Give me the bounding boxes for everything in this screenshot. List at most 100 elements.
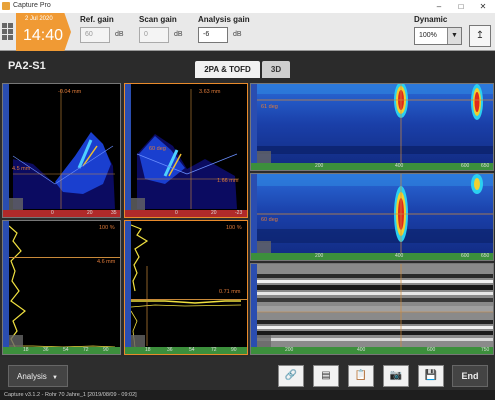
tofd-panel[interactable]: 200 400 600 750: [250, 263, 494, 355]
cscan-2-vertical-ruler: [251, 174, 257, 260]
dynamic-select[interactable]: 100% ▼: [414, 27, 462, 45]
sscan-1-image: [12, 89, 115, 209]
cscan-2-tick: 650: [481, 253, 490, 259]
link-icon[interactable]: 🔗: [278, 365, 304, 387]
sscan-2-corner-button[interactable]: [131, 198, 145, 210]
end-button[interactable]: End: [452, 365, 488, 387]
tofd-horizontal-ruler: [251, 347, 493, 354]
minimize-icon[interactable]: –: [436, 2, 442, 11]
cscan-1-horizontal-ruler: [251, 163, 493, 170]
tofd-tick: 600: [427, 347, 436, 353]
ascan-2-tick: 72: [211, 347, 217, 353]
sscan-1-top-label: -0.04 mm: [58, 89, 82, 95]
sscan-1-tick: 35: [111, 210, 117, 216]
ref-gain-input[interactable]: 60: [80, 27, 110, 43]
sscan-1-vertical-ruler: [3, 84, 9, 217]
tab-3d[interactable]: 3D: [262, 61, 290, 78]
dynamic-value: 100%: [419, 32, 437, 39]
clock-badge: 2 Jul 2020 14:40: [16, 13, 71, 51]
cscan-2-horizontal-ruler: [251, 253, 493, 260]
bottom-toolbar: Analysis ▼ 🔗 ▤ 📋 📷 💾 End: [0, 357, 495, 390]
layout-icon[interactable]: ▤: [313, 365, 339, 387]
cscan-1-corner-button[interactable]: [257, 151, 271, 163]
sscan-panel-2[interactable]: 3.63 mm 60 deg 1.66 mm 0 20 -23: [124, 83, 248, 218]
analysis-gain-label: Analysis gain: [198, 15, 250, 24]
tofd-corner-button[interactable]: [257, 335, 271, 347]
sscan-1-corner-button[interactable]: [9, 198, 23, 210]
sscan-2-horizontal-ruler: [125, 210, 247, 217]
top-toolbar: 2 Jul 2020 14:40 Ref. gain 60 dB Scan ga…: [0, 13, 495, 51]
cscan-2-image: [257, 174, 493, 255]
report-icon[interactable]: 📋: [348, 365, 374, 387]
ascan-2-tick: 54: [189, 347, 195, 353]
ascan-panel-1[interactable]: 100 % 4.6 mm 18 36 54 72 90: [2, 220, 121, 355]
analysis-menu-label: Analysis: [17, 372, 47, 381]
cscan-1-tick: 400: [395, 163, 404, 169]
ascan-1-gate-line: [9, 257, 120, 258]
probe-tool-icon[interactable]: ↥: [469, 25, 491, 47]
cscan-2-tick: 600: [461, 253, 470, 259]
cscan-1-image: [257, 84, 493, 165]
sscan-2-angle-label: 60 deg: [149, 146, 166, 152]
sscan-1-tick: 0: [51, 210, 54, 216]
tofd-vertical-ruler: [251, 264, 257, 354]
ascan-panel-2[interactable]: 100 % 0.71 mm 18 36 54 72 90: [124, 220, 248, 355]
dynamic-label: Dynamic: [414, 15, 448, 24]
window-titlebar: Capture Pro – □ ✕: [0, 0, 495, 13]
scan-gain-input[interactable]: 0: [139, 27, 169, 43]
cscan-1-tick: 200: [315, 163, 324, 169]
analysis-gain-input[interactable]: -6: [198, 27, 228, 43]
camera-icon[interactable]: 📷: [383, 365, 409, 387]
chevron-down-icon: ▼: [52, 375, 58, 381]
close-icon[interactable]: ✕: [479, 2, 487, 11]
menu-grid-icon[interactable]: [2, 23, 14, 41]
ascan-1-depth-label: 4.6 mm: [97, 259, 116, 265]
ascan-2-corner-button[interactable]: [131, 335, 145, 347]
tofd-tick: 750: [481, 347, 490, 353]
chevron-down-icon[interactable]: ▼: [447, 28, 461, 44]
clock-time: 14:40: [23, 27, 64, 44]
cscan-2-tick: 200: [315, 253, 324, 259]
cscan-2-tick: 400: [395, 253, 404, 259]
analysis-menu-button[interactable]: Analysis ▼: [8, 365, 68, 387]
sscan-1-left-label: 4.5 mm: [12, 166, 31, 172]
ascan-2-gate-line: [131, 299, 247, 300]
ascan-1-horizontal-ruler: [3, 347, 120, 354]
ascan-1-tick: 54: [63, 347, 69, 353]
tofd-image: [257, 264, 493, 349]
ascan-1-tick: 72: [83, 347, 89, 353]
cscan-panel-1[interactable]: 61 deg 200 400 600 650: [250, 83, 494, 171]
cscan-2-corner-button[interactable]: [257, 241, 271, 253]
maximize-icon[interactable]: □: [458, 2, 464, 11]
cscan-1-vertical-ruler: [251, 84, 257, 170]
ascan-2-tick: 18: [145, 347, 151, 353]
save-icon[interactable]: 💾: [418, 365, 444, 387]
sscan-2-right-label: 1.66 mm: [217, 178, 239, 184]
ascan-1-tick: 18: [23, 347, 29, 353]
analysis-gain-unit: dB: [233, 31, 242, 38]
cscan-1-tick: 600: [461, 163, 470, 169]
channel-title: PA2-S1: [8, 60, 46, 72]
ascan-1-corner-button[interactable]: [9, 335, 23, 347]
scan-gain-unit: dB: [174, 31, 183, 38]
ascan-1-percent-label: 100 %: [99, 225, 115, 231]
clock-date: 2 Jul 2020: [25, 16, 53, 22]
cscan-2-gate-label: 60 deg: [261, 217, 278, 223]
sscan-1-horizontal-ruler: [3, 210, 120, 217]
ascan-2-horizontal-ruler: [125, 347, 247, 354]
ascan-2-tick: 90: [231, 347, 237, 353]
sscan-panel-1[interactable]: -0.04 mm 4.5 mm 0 20 35: [2, 83, 121, 218]
sscan-2-top-label: 3.63 mm: [199, 89, 221, 95]
sscan-2-tick: -23: [235, 210, 243, 216]
sscan-2-vertical-ruler: [125, 84, 131, 217]
cscan-panel-2[interactable]: 60 deg 200 400 600 650: [250, 173, 494, 261]
sscan-2-image: [136, 89, 239, 209]
ascan-2-tick: 36: [167, 347, 173, 353]
sscan-1-tick: 20: [87, 210, 93, 216]
sscan-2-tick: 20: [211, 210, 217, 216]
window-title: Capture Pro: [13, 2, 51, 9]
ascan-1-tick: 90: [103, 347, 109, 353]
tab-2pa-tofd[interactable]: 2PA & TOFD: [195, 61, 260, 78]
sscan-2-tick: 0: [175, 210, 178, 216]
tofd-tick: 200: [285, 347, 294, 353]
